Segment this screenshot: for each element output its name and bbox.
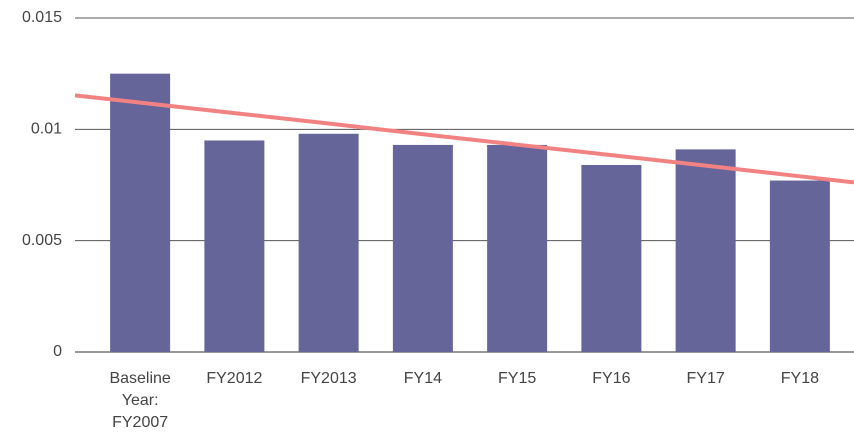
x-tick-label: FY2013 <box>300 370 357 387</box>
trendline-extension <box>74 93 141 105</box>
y-tick-label: 0.005 <box>22 232 62 249</box>
bar <box>110 73 171 353</box>
x-tick-label: FY15 <box>498 370 537 387</box>
bar <box>204 140 265 352</box>
trendline-extension <box>799 174 854 185</box>
x-tick-label: FY18 <box>780 370 819 387</box>
x-tick-label: FY17 <box>686 370 725 387</box>
y-tick-label: 0.015 <box>22 9 62 26</box>
bar <box>392 144 453 352</box>
bar <box>769 180 830 352</box>
y-tick-label: 0 <box>53 343 62 360</box>
x-tick-label: FY2012 <box>206 370 263 387</box>
x-tick-label: Baseline Year: FY2007 <box>109 370 171 431</box>
trendline <box>139 100 801 179</box>
bar <box>298 133 359 352</box>
x-tick-label: FY14 <box>403 370 442 387</box>
bar <box>581 164 642 352</box>
bar <box>487 144 548 352</box>
x-tick-label: FY16 <box>592 370 631 387</box>
y-tick-label: 0.01 <box>31 121 62 138</box>
bar <box>675 149 736 352</box>
